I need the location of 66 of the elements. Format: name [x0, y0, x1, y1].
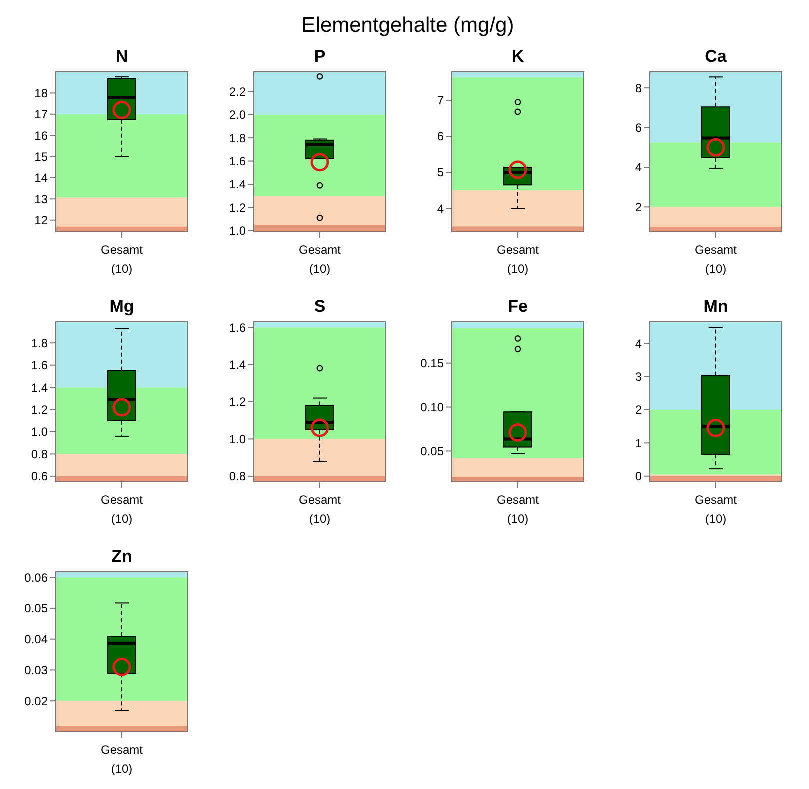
- y-tick-label: 1.8: [31, 336, 48, 350]
- y-tick-label: 2: [635, 200, 642, 214]
- y-tick-label: 1.6: [229, 320, 246, 335]
- x-tick-label: Gesamt (10): [100, 243, 144, 276]
- x-tick-label: Gesamt (10): [100, 493, 144, 526]
- y-tick-label: 8: [635, 81, 642, 96]
- y-tick-label: 0.03: [24, 663, 48, 678]
- y-tick-label: 1.6: [229, 154, 246, 168]
- y-tick-label: 1.4: [229, 358, 246, 372]
- y-tick-label: 0.02: [24, 694, 48, 708]
- y-tick-label: 1: [635, 436, 642, 450]
- x-tick-label: Gesamt (10): [100, 743, 144, 776]
- y-tick-label: 1.0: [229, 432, 246, 446]
- y-tick-label: 1.2: [229, 395, 246, 410]
- chart-title: Ca: [705, 47, 728, 66]
- y-tick-label: 0.15: [420, 356, 444, 371]
- y-tick-label: 4: [635, 160, 642, 175]
- y-tick-label: 2: [635, 403, 642, 418]
- chart-title: Mg: [110, 297, 134, 316]
- y-tick-label: 0.05: [24, 602, 48, 616]
- y-tick-label: 7: [437, 94, 444, 108]
- x-tick-label: Gesamt (10): [298, 243, 342, 276]
- y-tick-label: 0: [635, 470, 642, 484]
- text: Elementgehalte (mg/g): [302, 14, 514, 37]
- y-tick-label: 0.05: [420, 444, 444, 458]
- y-tick-label: 0.8: [31, 447, 48, 462]
- y-tick-label: 17: [34, 108, 48, 122]
- y-tick-label: 12: [34, 214, 48, 228]
- y-tick-label: 1.8: [229, 131, 246, 146]
- y-tick-label: 6: [635, 120, 642, 135]
- y-tick-label: 18: [34, 86, 48, 100]
- y-tick-label: 5: [437, 166, 444, 180]
- y-tick-label: 6: [437, 130, 444, 144]
- chart-title: N: [116, 47, 128, 66]
- y-tick-label: 2.0: [229, 108, 246, 122]
- y-tick-label: 1.4: [31, 380, 48, 395]
- y-tick-label: 1.2: [31, 402, 48, 417]
- chart-title: Mn: [704, 297, 728, 316]
- y-tick-label: 13: [34, 192, 48, 206]
- y-tick-label: 0.06: [24, 570, 48, 585]
- y-tick-label: 2.2: [229, 84, 246, 99]
- y-tick-label: 16: [34, 128, 48, 143]
- chart-title: Fe: [508, 297, 528, 316]
- y-tick-label: 1.0: [31, 425, 48, 440]
- x-tick-label: Gesamt (10): [298, 493, 342, 526]
- y-tick-label: 14: [34, 171, 48, 186]
- chart-title: Zn: [112, 547, 132, 566]
- x-tick-label: Gesamt (10): [496, 493, 540, 526]
- y-tick-label: 0.04: [24, 632, 48, 647]
- chart-title: P: [314, 47, 326, 66]
- y-tick-label: 1.4: [229, 178, 246, 192]
- x-tick-label: Gesamt (10): [496, 243, 540, 276]
- chart-title: K: [512, 47, 525, 66]
- y-tick-label: 1.6: [31, 358, 48, 373]
- y-tick-label: 3: [635, 370, 642, 384]
- y-tick-label: 4: [635, 336, 642, 351]
- y-tick-label: 0.6: [31, 470, 48, 484]
- y-tick-label: 1.2: [229, 200, 246, 215]
- y-tick-label: 4: [437, 202, 444, 216]
- chart-title: S: [314, 297, 326, 316]
- y-tick-label: 15: [34, 150, 48, 164]
- x-tick-label: Gesamt (10): [694, 493, 738, 526]
- y-tick-label: 1.0: [229, 224, 246, 238]
- x-tick-label: Gesamt (10): [694, 243, 738, 276]
- y-tick-label: 0.10: [420, 400, 444, 414]
- y-tick-label: 0.8: [229, 470, 246, 484]
